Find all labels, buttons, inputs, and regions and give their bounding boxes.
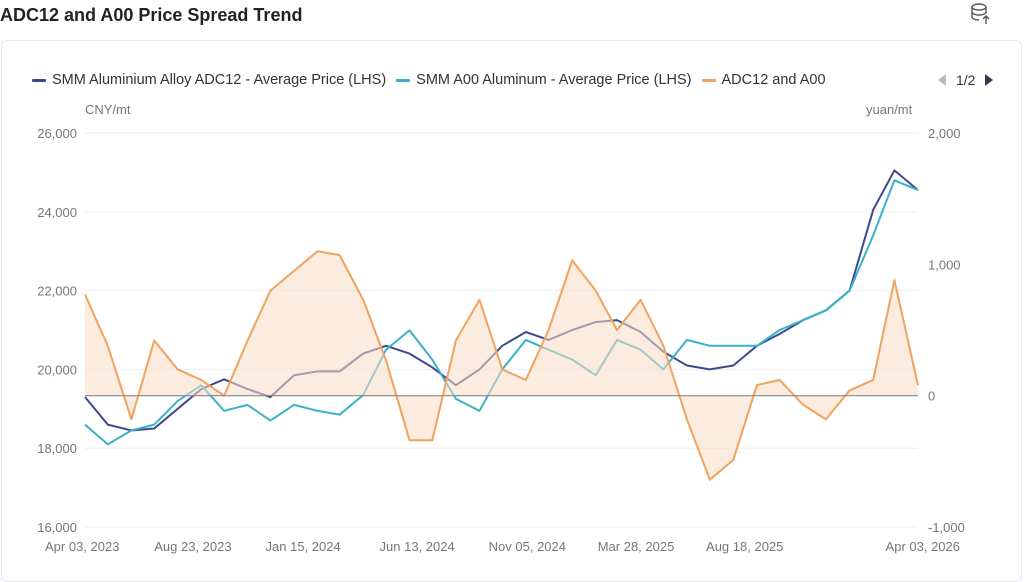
left-tick-label: 24,000 [37,205,77,220]
x-tick-label: Aug 23, 2023 [154,539,231,554]
chart-plot: 16,000 18,000 20,000 22,000 24,000 26,000 -1,0… [0,0,1024,568]
series-line-2 [85,251,918,480]
left-tick-label: 26,000 [37,126,77,141]
left-tick-label: 18,000 [37,441,77,456]
right-tick-label: 1,000 [928,257,961,272]
x-tick-label: Apr 03, 2026 [886,539,960,554]
x-tick-label: Mar 28, 2025 [598,539,675,554]
right-tick-label: -1,000 [928,520,965,535]
x-tick-label: Nov 05, 2024 [489,539,566,554]
right-tick-label: 0 [928,389,935,404]
x-tick-label: Jun 13, 2024 [380,539,455,554]
x-tick-label: Aug 18, 2025 [706,539,783,554]
left-tick-label: 22,000 [37,284,77,299]
left-tick-label: 16,000 [37,520,77,535]
right-tick-label: 2,000 [928,126,961,141]
x-tick-label: Apr 03, 2023 [45,539,119,554]
series-line-1 [85,180,918,444]
left-tick-label: 20,000 [37,362,77,377]
x-tick-label: Jan 15, 2024 [266,539,341,554]
